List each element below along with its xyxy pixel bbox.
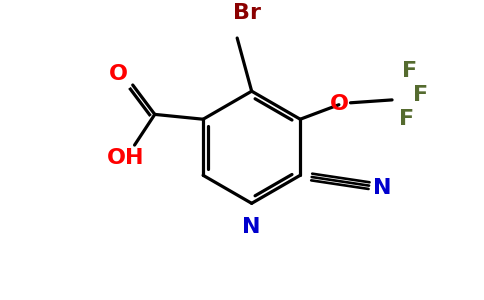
Text: O: O bbox=[330, 94, 348, 114]
Text: F: F bbox=[399, 109, 414, 129]
Text: F: F bbox=[402, 61, 417, 81]
Text: Br: Br bbox=[233, 3, 261, 22]
Text: N: N bbox=[242, 217, 261, 237]
Text: N: N bbox=[373, 178, 392, 198]
Text: OH: OH bbox=[107, 148, 145, 168]
Text: F: F bbox=[413, 85, 429, 105]
Text: O: O bbox=[109, 64, 128, 84]
